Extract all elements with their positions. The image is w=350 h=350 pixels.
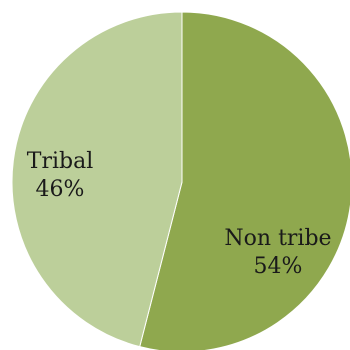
slice-category-label: Tribal xyxy=(27,149,93,174)
slice-percent-label: 46% xyxy=(36,177,85,202)
slice-percent-label: 54% xyxy=(254,254,303,279)
pie-labels: Non tribe 54% Tribal 46% xyxy=(27,149,332,279)
pie-slice-non-tribe xyxy=(139,11,350,350)
slice-category-label: Non tribe xyxy=(224,226,331,251)
pie-slices xyxy=(11,11,350,350)
pie-slice-tribal xyxy=(11,11,183,348)
